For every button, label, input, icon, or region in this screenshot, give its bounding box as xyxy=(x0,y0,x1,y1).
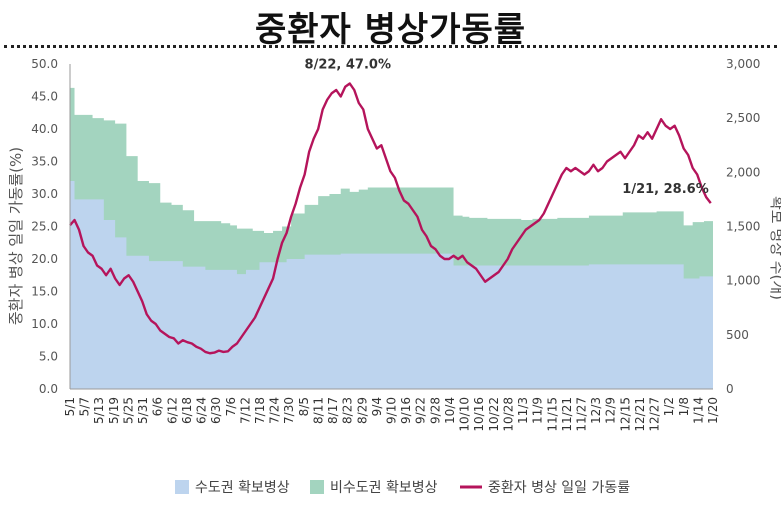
x-tick-label: 5/25 xyxy=(121,397,135,424)
y-right-tick-label: 1,500 xyxy=(726,220,760,234)
x-tick-label: 9/10 xyxy=(385,397,399,424)
annotation-layer: 8/22, 47.0% 1/21, 28.6% xyxy=(305,58,709,198)
x-tick-label: 6/24 xyxy=(195,397,209,424)
x-tick-label: 8/23 xyxy=(341,397,355,424)
y-axis-right: 0 500 1,000 1,500 2,000 2,500 3,000 xyxy=(726,57,760,396)
x-tick-label: 1/8 xyxy=(677,397,691,416)
y-right-tick-label: 0 xyxy=(726,382,734,396)
legend-label-non-capital: 비수도권 확보병상 xyxy=(330,480,438,496)
y-left-tick-label: 10.0 xyxy=(31,317,58,331)
x-tick-label: 11/9 xyxy=(531,397,545,424)
x-tick-label: 12/9 xyxy=(604,397,618,424)
x-tick-label: 12/15 xyxy=(618,397,632,432)
chart-title: 중환자 병상가동률 xyxy=(254,10,527,50)
x-tick-label: 10/4 xyxy=(443,397,457,424)
x-tick-label: 5/31 xyxy=(136,397,150,424)
x-tick-label: 5/7 xyxy=(78,397,92,416)
area-layer xyxy=(70,87,713,389)
x-tick-label: 11/3 xyxy=(516,397,530,424)
x-tick-label: 6/18 xyxy=(180,397,194,424)
x-tick-label: 8/17 xyxy=(326,397,340,424)
x-axis: 5/1 5/7 5/13 5/19 5/25 5/31 6/6 6/12 6/18 6/24 6/3… xyxy=(63,388,720,432)
x-tick-label: 5/1 xyxy=(63,397,77,416)
legend-swatch-capital xyxy=(175,480,189,494)
legend: 수도권 확보병상 비수도권 확보병상 중환자 병상 일일 가동률 xyxy=(175,480,630,496)
x-tick-label: 11/21 xyxy=(560,397,574,432)
x-tick-label: 12/21 xyxy=(633,397,647,432)
y-left-tick-label: 35.0 xyxy=(31,155,58,169)
y-right-tick-label: 2,000 xyxy=(726,165,760,179)
y-left-tick-label: 5.0 xyxy=(39,350,58,364)
annotation-peak: 8/22, 47.0% xyxy=(305,58,391,73)
y-left-tick-label: 30.0 xyxy=(31,187,58,201)
y-left-tick-label: 50.0 xyxy=(31,57,58,71)
y-right-tick-label: 2,500 xyxy=(726,111,760,125)
x-tick-label: 12/27 xyxy=(648,397,662,432)
y-left-tick-label: 15.0 xyxy=(31,285,58,299)
x-tick-label: 11/27 xyxy=(574,397,588,432)
y-right-tick-label: 500 xyxy=(726,328,749,342)
x-tick-label: 8/5 xyxy=(297,397,311,416)
x-tick-label: 6/6 xyxy=(151,397,165,416)
x-tick-label: 8/29 xyxy=(355,397,369,424)
line-icu-occupancy-rate xyxy=(69,82,712,355)
x-tick-label: 1/20 xyxy=(706,397,720,424)
x-tick-label: 9/4 xyxy=(370,397,384,416)
x-tick-label: 9/22 xyxy=(414,397,428,424)
x-tick-label: 10/28 xyxy=(501,397,515,432)
x-tick-label: 1/14 xyxy=(691,397,705,424)
x-tick-label: 9/28 xyxy=(428,397,442,424)
area-capital-beds xyxy=(70,181,713,389)
x-tick-label: 10/10 xyxy=(458,397,472,432)
title-divider xyxy=(4,45,777,48)
x-tick-label: 12/3 xyxy=(589,397,603,424)
y-axis-left: 0.0 5.0 10.0 15.0 20.0 25.0 30.0 35.0 40.0 45.0 50… xyxy=(31,57,71,396)
x-tick-label: 7/24 xyxy=(268,397,282,424)
x-tick-label: 6/12 xyxy=(165,397,179,424)
x-tick-label: 10/16 xyxy=(472,397,486,432)
x-tick-label: 11/15 xyxy=(545,397,559,432)
x-tick-label: 7/6 xyxy=(224,397,238,416)
y-left-tick-label: 20.0 xyxy=(31,252,58,266)
y-axis-left-title: 중환자 병상 일일 가동률(%) xyxy=(7,147,25,325)
x-tick-label: 5/13 xyxy=(92,397,106,424)
x-tick-label: 9/16 xyxy=(399,397,413,424)
y-left-tick-label: 25.0 xyxy=(31,220,58,234)
x-tick-label: 10/22 xyxy=(487,397,501,432)
y-right-tick-label: 3,000 xyxy=(726,57,760,71)
legend-label-capital: 수도권 확보병상 xyxy=(195,480,290,496)
x-tick-label: 8/11 xyxy=(311,397,325,424)
annotation-latest: 1/21, 28.6% xyxy=(622,182,708,197)
legend-label-rate: 중환자 병상 일일 가동률 xyxy=(488,480,630,496)
x-tick-label: 7/18 xyxy=(253,397,267,424)
x-tick-label: 7/12 xyxy=(238,397,252,424)
x-tick-label: 5/19 xyxy=(107,397,121,424)
y-left-tick-label: 0.0 xyxy=(39,382,58,396)
y-axis-right-title: 확보 병상 수(개) xyxy=(768,196,781,300)
legend-swatch-non-capital xyxy=(310,480,324,494)
y-right-tick-label: 1,000 xyxy=(726,274,760,288)
x-tick-label: 7/30 xyxy=(282,397,296,424)
x-tick-label: 6/30 xyxy=(209,397,223,424)
y-left-tick-label: 40.0 xyxy=(31,122,58,136)
line-layer xyxy=(69,82,712,355)
y-left-tick-label: 45.0 xyxy=(31,90,58,104)
x-tick-label: 1/2 xyxy=(662,397,676,416)
